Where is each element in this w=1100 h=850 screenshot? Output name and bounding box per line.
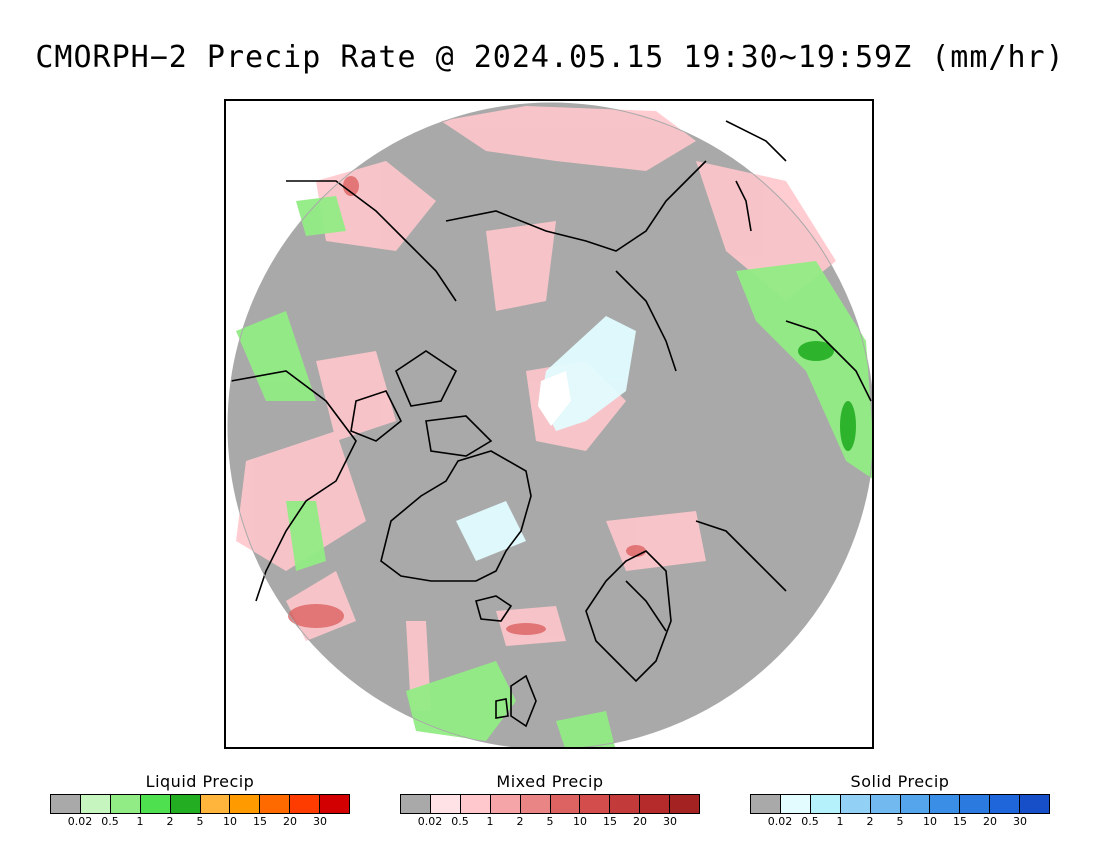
legend-liquid-swatch	[320, 795, 350, 813]
disk-edge	[227, 102, 872, 747]
legend-mixed-tick: 15	[603, 815, 617, 828]
legend-solid-swatch	[900, 795, 931, 813]
legend-mixed-bar	[400, 794, 700, 814]
legend-solid-tick: 20	[983, 815, 997, 828]
legend-liquid-tick: 10	[223, 815, 237, 828]
legend-solid-title: Solid Precip	[850, 772, 950, 791]
legend-mixed-tick: 0.5	[451, 815, 469, 828]
legend-mixed-swatch	[520, 795, 551, 813]
legend-liquid-tick: 2	[166, 815, 174, 828]
legend-solid-swatch	[840, 795, 871, 813]
legend-mixed-tick: 30	[663, 815, 677, 828]
coastlines	[230, 120, 872, 728]
legend-mixed-swatch	[460, 795, 491, 813]
legend-mixed-swatch	[580, 795, 611, 813]
legend-mixed-tick: 10	[573, 815, 587, 828]
legend-liquid-tick: 0.5	[101, 815, 119, 828]
legend-solid-tick: 30	[1013, 815, 1027, 828]
legend-solid-ticks: 0.02 0.5 1 2 5 10 15 20 30	[750, 814, 1050, 830]
no-data-pole	[538, 371, 571, 426]
legend-liquid-ticks: 0.02 0.5 1 2 5 10 15 20 30	[50, 814, 350, 830]
legend-solid-swatch	[751, 795, 781, 813]
legend-solid-swatch	[990, 795, 1021, 813]
legend-solid-tick: 15	[953, 815, 967, 828]
legend-liquid-swatch	[260, 795, 291, 813]
legend-solid-swatch	[1020, 795, 1050, 813]
polar-map	[224, 99, 874, 749]
legend-mixed-tick: 0.02	[417, 815, 443, 828]
legend-liquid-swatch	[170, 795, 201, 813]
legend-solid-swatch	[930, 795, 961, 813]
legend-mixed-title: Mixed Precip	[496, 772, 604, 791]
legend-solid-tick: 1	[836, 815, 844, 828]
legend-liquid-swatch	[80, 795, 111, 813]
legend-solid-tick: 0.5	[801, 815, 819, 828]
legend-solid-tick: 10	[923, 815, 937, 828]
liquid-precip-areas	[236, 196, 872, 747]
legend-mixed-swatch	[490, 795, 521, 813]
legend-mixed-tick: 5	[546, 815, 554, 828]
legend-liquid-bar	[50, 794, 350, 814]
legend-solid-tick: 5	[896, 815, 904, 828]
legend-mixed-swatch	[550, 795, 581, 813]
legend-mixed-swatch	[401, 795, 431, 813]
legend-liquid: Liquid Precip 0.02 0.5 1 2 5 10 15 20 30	[50, 772, 350, 830]
legend-mixed: Mixed Precip 0.02 0.5 1 2 5 10 15 20 30	[400, 772, 700, 830]
legend-mixed-swatch	[430, 795, 461, 813]
legend-mixed-swatch	[670, 795, 700, 813]
legend-liquid-swatch	[110, 795, 141, 813]
legend-mixed-tick: 2	[516, 815, 524, 828]
legend-solid-swatch	[810, 795, 841, 813]
legend-liquid-swatch	[51, 795, 81, 813]
legend-solid: Solid Precip 0.02 0.5 1 2 5 10 15 20 30	[750, 772, 1050, 830]
legend-solid-swatch	[870, 795, 901, 813]
precip-map-svg	[227, 102, 872, 747]
legend-liquid-title: Liquid Precip	[145, 772, 255, 791]
legend-liquid-tick: 1	[136, 815, 144, 828]
legend-liquid-tick: 5	[196, 815, 204, 828]
legend-liquid-swatch	[200, 795, 231, 813]
legend-mixed-tick: 20	[633, 815, 647, 828]
chart-title: CMORPH−2 Precip Rate @ 2024.05.15 19:30~…	[35, 40, 1065, 75]
legend-solid-tick: 0.02	[767, 815, 793, 828]
legend-mixed-ticks: 0.02 0.5 1 2 5 10 15 20 30	[400, 814, 700, 830]
legend-liquid-tick: 0.02	[67, 815, 93, 828]
legend-solid-bar	[750, 794, 1050, 814]
legend-solid-swatch	[780, 795, 811, 813]
legend-solid-tick: 2	[866, 815, 874, 828]
legend-liquid-swatch	[140, 795, 171, 813]
legend-mixed-swatch	[610, 795, 641, 813]
legend-liquid-swatch	[290, 795, 321, 813]
legend-liquid-tick: 20	[283, 815, 297, 828]
legend-mixed-swatch	[640, 795, 671, 813]
legend-liquid-tick: 15	[253, 815, 267, 828]
legend-mixed-tick: 1	[486, 815, 494, 828]
liquid-precip-heavy	[798, 341, 856, 451]
legend-liquid-swatch	[230, 795, 261, 813]
legend-liquid-tick: 30	[313, 815, 327, 828]
legend-solid-swatch	[960, 795, 991, 813]
